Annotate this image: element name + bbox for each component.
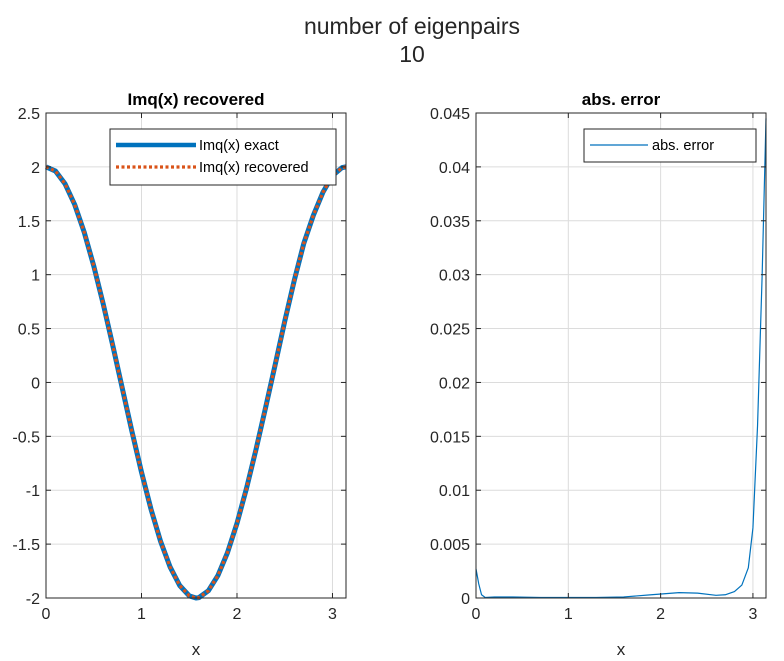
x-tick-label: 0 bbox=[472, 606, 481, 623]
y-tick-label: 0.01 bbox=[439, 483, 470, 500]
x-tick-label: 2 bbox=[656, 606, 665, 623]
y-tick-label: 0 bbox=[31, 375, 40, 392]
suptitle-line2: 10 bbox=[399, 41, 425, 67]
y-tick-label: 0.025 bbox=[430, 322, 470, 339]
suptitle-line1: number of eigenpairs bbox=[304, 13, 520, 39]
x-axis-label: x bbox=[192, 640, 201, 659]
axes-title: Imq(x) recovered bbox=[128, 90, 265, 109]
left-axes: 0 1 2 3 -2 -1.5 -1 -0.5 0 0.5 1 1.5 2 2.5 Imq(x) recov… bbox=[12, 90, 347, 659]
right-axes: 0 1 2 3 0 0.005 0.01 0.015 0.02 0.025 0.03 0.035 0.0… bbox=[430, 90, 767, 659]
y-tick-label: -1 bbox=[26, 483, 40, 500]
y-tick-label: -0.5 bbox=[12, 429, 40, 446]
y-tick-label: 1 bbox=[31, 268, 40, 285]
x-tick-label: 2 bbox=[233, 606, 242, 623]
y-tick-label: 0.04 bbox=[439, 160, 470, 177]
legend: Imq(x) exact Imq(x) recovered bbox=[109, 128, 337, 186]
y-tick-label: 2 bbox=[31, 160, 40, 177]
y-tick-label: 1.5 bbox=[18, 214, 40, 231]
legend-label-2: Imq(x) recovered bbox=[199, 160, 309, 176]
y-tick-label: -2 bbox=[26, 591, 40, 608]
x-axis-label: x bbox=[617, 640, 626, 659]
x-tick-label: 3 bbox=[328, 606, 337, 623]
y-tick-label: 0.02 bbox=[439, 375, 470, 392]
legend-box bbox=[109, 128, 337, 186]
axes-title: abs. error bbox=[582, 90, 661, 109]
series-line-1 bbox=[475, 118, 767, 599]
y-tick-label: 0.035 bbox=[430, 214, 470, 231]
y-tick-label: -1.5 bbox=[12, 537, 40, 554]
y-tick-label: 0.045 bbox=[430, 106, 470, 123]
y-tick-label: 2.5 bbox=[18, 106, 40, 123]
axes-box bbox=[475, 112, 767, 599]
legend-label-1: abs. error bbox=[652, 138, 714, 154]
y-tick-label: 0.015 bbox=[430, 429, 470, 446]
legend-label-1: Imq(x) exact bbox=[199, 138, 279, 154]
y-tick-label: 0.03 bbox=[439, 268, 470, 285]
x-tick-label: 3 bbox=[748, 606, 757, 623]
x-tick-label: 1 bbox=[137, 606, 146, 623]
y-tick-label: 0 bbox=[461, 591, 470, 608]
legend: abs. error bbox=[583, 128, 757, 163]
y-tick-label: 0.005 bbox=[430, 537, 470, 554]
x-tick-label: 1 bbox=[564, 606, 573, 623]
y-tick-label: 0.5 bbox=[18, 322, 40, 339]
x-tick-label: 0 bbox=[42, 606, 51, 623]
axes-box bbox=[45, 112, 347, 599]
